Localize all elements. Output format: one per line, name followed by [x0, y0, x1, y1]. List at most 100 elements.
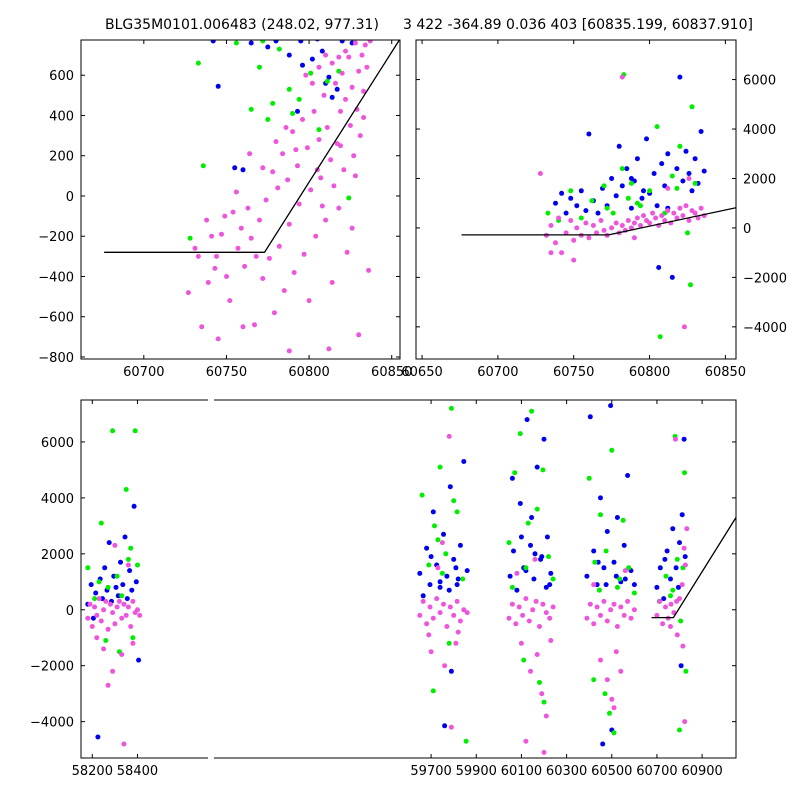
- data-point-series_a: [451, 556, 457, 562]
- data-point-series_c: [253, 253, 259, 259]
- data-point-series_c: [526, 618, 532, 624]
- data-point-series_a: [127, 568, 133, 574]
- data-point-series_b: [296, 96, 302, 102]
- x-tick-label: 60900: [681, 764, 722, 779]
- data-point-series_c: [461, 607, 467, 613]
- data-point-series_a: [654, 584, 660, 590]
- data-point-series_a: [628, 176, 634, 181]
- data-point-series_c: [424, 621, 430, 627]
- data-point-series_c: [571, 237, 577, 243]
- data-point-series_c: [329, 60, 335, 66]
- data-point-series_a: [681, 436, 687, 442]
- data-point-series_b: [103, 638, 109, 643]
- data-point-series_b: [578, 215, 584, 221]
- data-point-series_c: [417, 612, 423, 618]
- data-point-series_c: [506, 615, 512, 621]
- data-point-series_a: [122, 534, 128, 540]
- data-point-series_c: [116, 598, 122, 604]
- data-point-series_c: [543, 713, 549, 719]
- data-point-series_a: [677, 74, 683, 80]
- data-point-series_c: [293, 147, 299, 153]
- data-point-series_c: [684, 526, 690, 532]
- data-point-series_b: [132, 428, 138, 434]
- data-point-series_c: [137, 612, 143, 618]
- data-point-series_c: [230, 209, 236, 215]
- data-point-series_c: [673, 436, 678, 442]
- data-point-series_a: [613, 573, 619, 579]
- data-point-series_c: [112, 621, 118, 627]
- data-point-series_a: [240, 167, 246, 173]
- data-point-series_c: [331, 183, 337, 189]
- data-point-series_c: [110, 668, 116, 674]
- data-point-series_b: [589, 198, 595, 204]
- data-point-series_c: [548, 250, 554, 256]
- data-point-series_c: [92, 604, 98, 610]
- data-point-series_b: [534, 506, 540, 512]
- y-tick-label: −200: [38, 230, 74, 245]
- data-point-series_c: [352, 40, 358, 46]
- data-point-series_c: [428, 649, 434, 655]
- data-point-series_c: [420, 598, 426, 604]
- data-point-series_c: [130, 598, 136, 604]
- data-point-series_a: [591, 548, 597, 554]
- data-point-series_c: [430, 615, 436, 621]
- plot-frame: [80, 39, 401, 360]
- y-tick-label: 4000: [743, 123, 776, 138]
- data-point-series_b: [92, 596, 98, 602]
- data-point-series_c: [347, 123, 353, 128]
- data-point-series_c: [318, 175, 324, 181]
- data-point-series_c: [257, 217, 262, 223]
- data-point-series_c: [316, 64, 322, 70]
- data-point-series_c: [323, 217, 329, 223]
- data-point-series_b: [110, 428, 116, 434]
- data-point-series_a: [315, 40, 320, 42]
- data-point-series_a: [309, 56, 315, 62]
- data-point-series_a: [90, 615, 96, 621]
- data-point-series_c: [550, 604, 556, 610]
- data-point-series_b: [607, 710, 612, 716]
- data-point-series_b: [448, 405, 454, 411]
- data-point-series_a: [446, 587, 452, 593]
- data-point-series_c: [513, 621, 519, 627]
- data-point-series_b: [682, 470, 687, 476]
- data-point-series_a: [95, 734, 101, 740]
- data-point-series_b: [509, 584, 515, 590]
- data-point-series_a: [464, 568, 470, 574]
- plot-frame: [415, 39, 737, 360]
- data-point-series_a: [430, 509, 436, 515]
- scatter-points: [537, 72, 707, 340]
- x-tick-label: 58400: [117, 764, 158, 779]
- data-point-series_c: [101, 646, 107, 652]
- data-point-series_c: [352, 173, 358, 179]
- data-point-series_b: [248, 106, 254, 112]
- x-tick-label: 60750: [206, 365, 247, 380]
- data-point-series_b: [550, 576, 556, 582]
- data-point-series_c: [356, 332, 362, 338]
- data-point-series_c: [442, 663, 448, 669]
- data-point-series_c: [613, 649, 619, 655]
- axis-break-gap: [209, 400, 212, 758]
- data-point-series_a: [673, 565, 679, 571]
- data-point-series_c: [523, 738, 529, 744]
- data-point-series_a: [544, 534, 550, 540]
- data-point-series_a: [584, 573, 590, 579]
- data-point-series_c: [509, 601, 515, 607]
- data-point-series_c: [361, 88, 367, 94]
- data-point-series_b: [135, 562, 140, 568]
- data-point-series_c: [286, 221, 292, 227]
- data-point-series_c: [215, 336, 221, 342]
- data-point-series_a: [509, 475, 515, 481]
- data-point-series_b: [98, 520, 104, 526]
- data-point-series_a: [124, 596, 130, 602]
- data-point-series_c: [308, 187, 314, 193]
- data-point-series_a: [586, 131, 592, 137]
- data-point-series_a: [692, 156, 698, 162]
- data-point-series_b: [187, 235, 193, 241]
- data-point-series_a: [326, 74, 332, 80]
- data-point-series_a: [675, 584, 681, 590]
- x-tick-label: 60750: [553, 365, 594, 380]
- data-point-series_c: [263, 197, 269, 203]
- data-point-series_c: [356, 68, 362, 74]
- data-point-series_a: [129, 587, 135, 593]
- data-point-series_c: [103, 598, 109, 604]
